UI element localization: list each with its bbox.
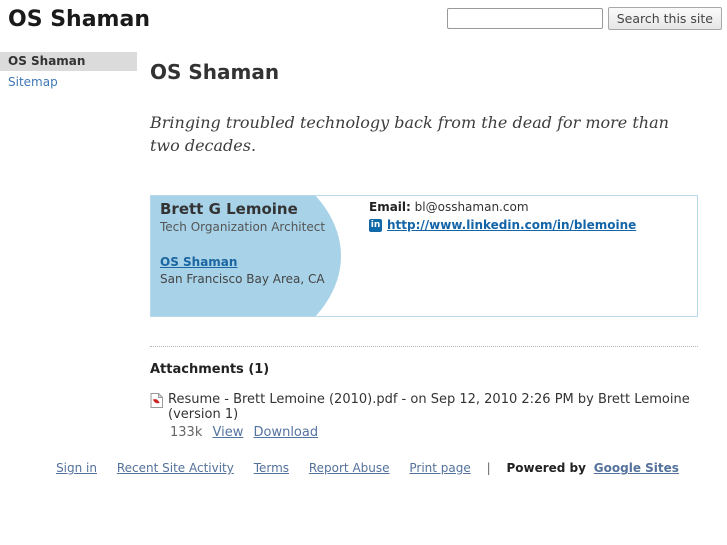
email-line: Email: bl@osshaman.com xyxy=(369,200,636,214)
attachment-actions: 133k View Download xyxy=(170,425,698,440)
profile-role: Tech Organization Architect xyxy=(160,220,326,234)
profile-card-blue-shape xyxy=(151,196,341,316)
site-tagline: Bringing troubled technology back from t… xyxy=(150,113,669,155)
footer-report-abuse-link[interactable]: Report Abuse xyxy=(308,461,390,475)
page-title: OS Shaman xyxy=(150,60,280,84)
profile-left-column: Brett G Lemoine Tech Organization Archit… xyxy=(160,200,325,286)
attachments-separator xyxy=(150,346,698,347)
attachment-size: 133k xyxy=(170,425,203,440)
body-wrap: OS Shaman Sitemap OS Shaman Bringing tro… xyxy=(0,41,727,440)
site-title: OS Shaman xyxy=(8,7,150,32)
footer-terms-link[interactable]: Terms xyxy=(253,461,290,475)
site-header: OS Shaman Search this site xyxy=(0,0,727,41)
email-label: Email: xyxy=(369,200,411,214)
pdf-file-icon xyxy=(150,393,163,408)
attachment-download-link[interactable]: Download xyxy=(253,425,319,440)
footer-recent-activity-link[interactable]: Recent Site Activity xyxy=(116,461,234,475)
footer-print-page-link[interactable]: Print page xyxy=(409,461,471,475)
footer-sign-in-link[interactable]: Sign in xyxy=(56,461,97,475)
profile-name: Brett G Lemoine xyxy=(160,200,298,218)
attachments-heading: Attachments (1) xyxy=(150,362,270,377)
search-bar: Search this site xyxy=(446,7,722,30)
email-value: bl@osshaman.com xyxy=(414,200,529,214)
search-button[interactable]: Search this site xyxy=(607,7,722,30)
sidebar-item-os-shaman[interactable]: OS Shaman xyxy=(0,52,137,71)
sidebar-item-sitemap[interactable]: Sitemap xyxy=(8,75,58,89)
page-footer: Sign in Recent Site Activity Terms Repor… xyxy=(0,461,727,475)
profile-card: Brett G Lemoine Tech Organization Archit… xyxy=(150,195,698,317)
profile-right-column: Email: bl@osshaman.com in http://www.lin… xyxy=(369,200,636,232)
profile-location: San Francisco Bay Area, CA xyxy=(160,272,325,286)
footer-pipe: | xyxy=(486,461,491,475)
linkedin-icon[interactable]: in xyxy=(369,218,382,232)
main-content: OS Shaman Bringing troubled technology b… xyxy=(150,41,698,440)
footer-powered-by: Powered by xyxy=(506,461,586,475)
attachment-row: Resume - Brett Lemoine (2010).pdf - on S… xyxy=(150,392,698,422)
search-input[interactable] xyxy=(446,8,603,29)
attachment-view-link[interactable]: View xyxy=(212,425,244,440)
footer-google-sites-link[interactable]: Google Sites xyxy=(593,461,679,475)
linkedin-link[interactable]: http://www.linkedin.com/in/blemoine xyxy=(387,218,637,232)
sidebar: OS Shaman Sitemap xyxy=(0,41,137,93)
org-link[interactable]: OS Shaman xyxy=(160,255,238,269)
linkedin-line: in http://www.linkedin.com/in/blemoine xyxy=(369,218,636,232)
attachment-file-text: Resume - Brett Lemoine (2010).pdf - on S… xyxy=(168,392,690,422)
